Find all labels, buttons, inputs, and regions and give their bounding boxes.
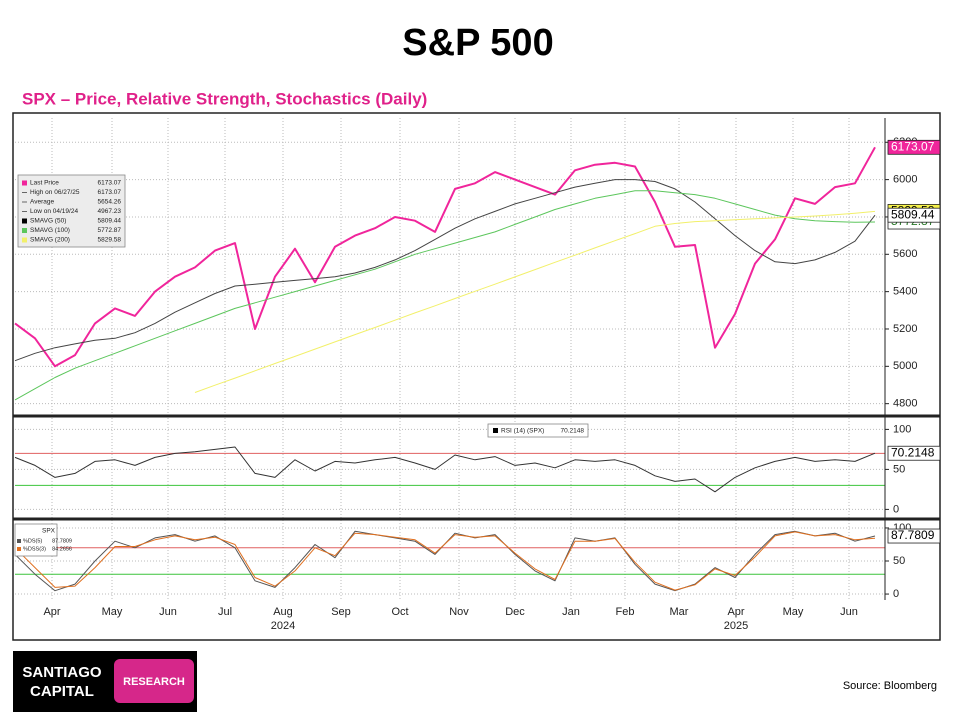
logo-text: SANTIAGO [22, 664, 102, 681]
y-tick-label: 5600 [893, 248, 917, 260]
x-tick-label: May [783, 606, 804, 618]
series-line [194, 210, 876, 393]
legend-label: High on 06/27/25 [30, 189, 80, 196]
legend-title: SPX [42, 528, 56, 535]
logo-badge-text: RESEARCH [123, 676, 185, 688]
series-line [14, 179, 876, 362]
legend-swatch [22, 228, 27, 233]
x-tick-label: Jan [562, 606, 580, 618]
legend-swatch [22, 180, 27, 186]
legend-swatch [17, 539, 21, 543]
y-tick-label: 0 [893, 588, 899, 600]
legend-value: 87.7809 [52, 538, 72, 544]
value-tag-label: 5809.44 [891, 207, 935, 221]
legend-label: SMAVG (200) [30, 237, 70, 244]
y-tick-label: 5400 [893, 286, 917, 298]
value-tag [887, 207, 941, 223]
x-tick-label: Dec [505, 606, 525, 618]
x-tick-label: Oct [391, 606, 408, 618]
legend-label: RSI (14) (SPX) [501, 428, 544, 435]
slide-title: S&P 500 [402, 22, 553, 64]
x-tick-label: Aug [273, 606, 293, 618]
x-tick-label: Sep [331, 606, 351, 618]
y-tick-label: 0 [893, 503, 899, 515]
x-tick-label: Feb [616, 606, 635, 618]
legend-value: 6173.07 [98, 180, 122, 187]
legend-box [487, 423, 589, 438]
legend-swatch [17, 547, 21, 551]
legend-label: SMAVG (100) [30, 227, 70, 234]
legend-box [17, 174, 126, 248]
legend-box [14, 523, 58, 557]
legend-label: Last Price [30, 180, 59, 187]
series-line [14, 531, 876, 591]
value-tag [887, 139, 941, 155]
legend-value: 4967.23 [98, 208, 122, 215]
y-tick-label: 100 [893, 423, 911, 435]
series-line [14, 446, 876, 493]
series-line [14, 190, 876, 401]
x-tick-label: Jul [218, 606, 232, 618]
y-tick-label: 6000 [893, 174, 917, 186]
year-label: 2024 [271, 620, 295, 632]
legend-swatch [493, 428, 498, 433]
legend-label: %DS(5) [23, 538, 42, 544]
legend-swatch [22, 218, 27, 224]
legend-value: 6173.07 [98, 189, 122, 196]
legend-label: Average [30, 199, 54, 206]
legend-value: 5772.87 [98, 227, 122, 234]
y-tick-label: 5000 [893, 360, 917, 372]
value-tag [887, 528, 941, 544]
x-tick-label: Nov [449, 606, 469, 618]
value-tag-label: 6173.07 [891, 139, 935, 153]
x-tick-label: Mar [670, 606, 689, 618]
x-tick-label: Jun [840, 606, 858, 618]
y-tick-label: 50 [893, 555, 905, 567]
y-tick-label: 4800 [893, 398, 917, 410]
x-tick-label: Apr [727, 606, 744, 618]
legend-value: 5809.44 [98, 218, 122, 225]
y-tick-label: 50 [893, 463, 905, 475]
x-tick-label: May [102, 606, 123, 618]
logo-text: CAPITAL [30, 683, 94, 700]
value-tag [887, 445, 941, 461]
legend-value: 5654.26 [98, 199, 122, 206]
legend-label: Low on 04/19/24 [30, 208, 78, 215]
y-tick-label: 5200 [893, 323, 917, 335]
chart-subtitle: SPX – Price, Relative Strength, Stochast… [22, 89, 427, 108]
chart-frame [12, 112, 941, 641]
legend-label: SMAVG (50) [30, 218, 66, 225]
value-tag-label: 70.2148 [891, 445, 935, 459]
legend-value: 70.2148 [561, 428, 585, 435]
x-tick-label: Apr [43, 606, 60, 618]
logo-badge [114, 659, 194, 703]
source-note: Source: Bloomberg [843, 680, 937, 692]
legend-swatch [22, 237, 27, 243]
value-tag-label: 87.7809 [891, 528, 935, 542]
legend-value: 5829.58 [98, 237, 122, 244]
x-tick-label: Jun [159, 606, 177, 618]
legend-value: 84.2656 [52, 546, 72, 552]
legend-label: %DSS(3) [23, 546, 46, 552]
year-label: 2025 [724, 620, 748, 632]
series-line [14, 146, 876, 368]
plot-area: Apr May Jun Jul Aug Sep Oct Nov Dec Jan Feb Mar Apr M… [13, 118, 941, 632]
